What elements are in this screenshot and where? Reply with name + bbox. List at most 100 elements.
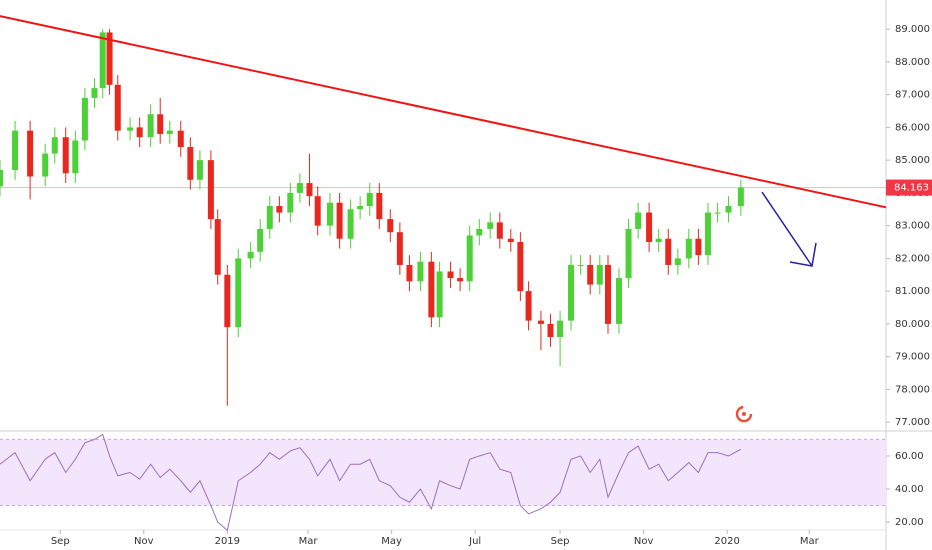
forecast-arrow bbox=[761, 191, 817, 267]
candle-body bbox=[347, 209, 354, 239]
last-price-label: 84.163 bbox=[894, 183, 929, 194]
candle-body bbox=[62, 137, 69, 174]
y-tick-label: 85.000 bbox=[895, 155, 930, 166]
x-tick-label: Nov bbox=[134, 536, 154, 547]
candle-body bbox=[99, 32, 106, 89]
x-tick-label: Mar bbox=[800, 536, 820, 547]
candle-body bbox=[406, 264, 413, 282]
candle-body bbox=[537, 320, 544, 324]
candle-body bbox=[177, 130, 184, 148]
y-tick-label: 87.000 bbox=[895, 90, 930, 101]
y-tick-label: 83.000 bbox=[895, 221, 930, 232]
y-tick-label: 77.000 bbox=[895, 417, 930, 428]
candle-body bbox=[487, 222, 494, 229]
candle-body bbox=[306, 183, 313, 197]
candle-body bbox=[266, 205, 273, 229]
candle-body bbox=[72, 140, 79, 174]
candle-body bbox=[224, 274, 231, 328]
candle-body bbox=[496, 222, 503, 239]
candle-body bbox=[635, 212, 642, 229]
logo bbox=[735, 405, 753, 423]
candle-body bbox=[457, 278, 464, 282]
candle-body bbox=[417, 261, 424, 282]
x-tick-label: 2019 bbox=[215, 536, 240, 547]
candle-body bbox=[114, 84, 121, 131]
y-tick-label: 81.000 bbox=[895, 286, 930, 297]
trendline bbox=[0, 15, 887, 209]
candle-body bbox=[577, 264, 584, 266]
candle-body bbox=[51, 137, 58, 154]
candle-body bbox=[196, 160, 203, 180]
candle-body bbox=[207, 160, 214, 220]
candle-body bbox=[685, 238, 692, 259]
candle-body bbox=[81, 97, 88, 141]
candle-body bbox=[525, 291, 532, 321]
candle-body bbox=[605, 264, 612, 324]
y-tick-label: 78.000 bbox=[895, 384, 930, 395]
y-tick-label: 79.000 bbox=[895, 352, 930, 363]
candle-body bbox=[0, 169, 3, 187]
y-tick-label: 80.000 bbox=[895, 319, 930, 330]
y-tick-label: 82.000 bbox=[895, 253, 930, 264]
candle-body bbox=[376, 192, 383, 220]
candle-body bbox=[737, 187, 744, 206]
x-tick-label: May bbox=[381, 536, 402, 547]
x-tick-label: Nov bbox=[634, 536, 654, 547]
candle-body bbox=[91, 88, 98, 98]
candle-body bbox=[547, 323, 554, 337]
candle-body bbox=[704, 212, 711, 256]
rsi-line bbox=[0, 433, 742, 532]
candle-body bbox=[366, 192, 373, 206]
y-tick-label: 86.000 bbox=[895, 122, 930, 133]
candle-body bbox=[166, 130, 173, 134]
candle-body bbox=[466, 235, 473, 282]
candle-body bbox=[106, 32, 113, 85]
rsi-band bbox=[0, 439, 886, 506]
candle-body bbox=[296, 183, 303, 193]
rsi-y-tick-label: 60.00 bbox=[895, 451, 924, 462]
candle-body bbox=[157, 114, 164, 134]
y-tick-label: 88.000 bbox=[895, 57, 930, 68]
candle-body bbox=[136, 127, 143, 138]
candle-body bbox=[436, 271, 443, 318]
candle-body bbox=[327, 202, 334, 226]
candle-body bbox=[655, 238, 662, 243]
x-tick-label: Sep bbox=[551, 536, 570, 547]
candle-body bbox=[725, 205, 732, 213]
candle-body bbox=[674, 258, 681, 265]
candle-body bbox=[396, 232, 403, 265]
candle-body bbox=[447, 271, 454, 279]
rsi-y-tick-label: 20.00 bbox=[895, 517, 924, 528]
candle-body bbox=[257, 228, 264, 252]
candle-body bbox=[568, 264, 575, 321]
candle-body bbox=[695, 238, 702, 256]
candle-body bbox=[387, 219, 394, 233]
candle-body bbox=[646, 212, 653, 243]
candle-body bbox=[147, 114, 154, 138]
candle-body bbox=[557, 320, 564, 337]
last-price-tag bbox=[886, 179, 932, 196]
candle-body bbox=[287, 192, 294, 213]
candle-body bbox=[714, 212, 721, 214]
candle-body bbox=[27, 130, 34, 177]
candle-body bbox=[665, 238, 672, 265]
candle-body bbox=[625, 228, 632, 279]
candle-body bbox=[276, 205, 283, 213]
candle-body bbox=[357, 205, 364, 210]
candle-body bbox=[42, 153, 49, 177]
rsi-y-tick-label: 40.00 bbox=[895, 484, 924, 495]
candle-body bbox=[336, 202, 343, 239]
x-tick-label: 2020 bbox=[714, 536, 739, 547]
candle-body bbox=[615, 278, 622, 324]
x-tick-label: Jul bbox=[468, 536, 481, 547]
candle-body bbox=[247, 251, 254, 259]
candle-body bbox=[127, 127, 134, 131]
candle-body bbox=[428, 261, 435, 318]
candle-body bbox=[596, 264, 603, 285]
x-tick-label: Sep bbox=[51, 536, 70, 547]
candle-body bbox=[235, 258, 242, 328]
y-tick-label: 89.000 bbox=[895, 24, 930, 35]
candle-body bbox=[314, 196, 321, 226]
candle-body bbox=[214, 219, 221, 275]
